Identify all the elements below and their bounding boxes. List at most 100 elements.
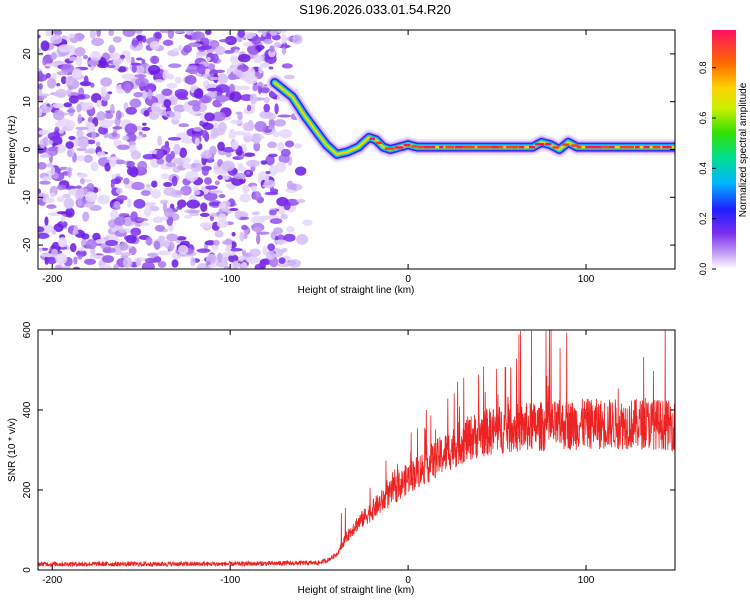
spectrogram-noise-blob xyxy=(96,30,102,37)
spectrogram-noise-blob xyxy=(99,119,113,129)
spectrogram-noise-blob xyxy=(267,141,278,149)
spectrogram-noise-blob xyxy=(89,30,97,39)
spectrogram-noise-blob xyxy=(197,45,212,50)
spectrogram-noise-blob xyxy=(277,141,285,152)
spectrogram-noise-blob xyxy=(122,135,129,141)
spectrogram-noise-blob xyxy=(135,258,142,267)
spectrogram-noise-blob xyxy=(183,214,193,219)
spectrogram-noise-blob xyxy=(235,111,243,115)
spectrogram-noise-blob xyxy=(162,39,174,46)
spectrogram-noise-blob xyxy=(83,75,89,87)
spectrogram-noise-blob xyxy=(171,175,178,187)
spectrogram-noise-blob xyxy=(263,103,271,113)
spectrogram-noise-blob xyxy=(157,135,163,147)
spectrogram-noise-blob xyxy=(275,161,287,173)
spectrogram-noise-blob xyxy=(273,119,287,127)
spectrogram-noise-blob xyxy=(241,224,248,231)
spectrogram-noise-blob xyxy=(156,158,165,165)
spectrogram-noise-blob xyxy=(265,154,275,166)
spectrogram-noise-blob xyxy=(149,40,160,50)
spectrogram-noise-blob xyxy=(252,227,263,233)
spectrogram-noise-blob xyxy=(38,88,43,98)
spectrogram-noise-blob xyxy=(302,219,313,226)
spectrogram-noise-blob xyxy=(122,30,136,38)
spectrogram-noise-blob xyxy=(96,99,102,108)
spectrogram-noise-blob xyxy=(115,110,122,120)
spectrogram-noise-blob xyxy=(77,196,82,207)
colorbar-tick-label: 0.2 xyxy=(698,212,708,225)
spectrogram-noise-blob xyxy=(131,181,145,191)
spectrogram-noise-blob xyxy=(253,141,261,152)
spectrogram-noise-blob xyxy=(143,109,150,117)
spectrogram-noise-blob xyxy=(91,131,97,139)
spectrogram-x-tick-label: -100 xyxy=(220,274,240,285)
spectrogram-noise-blob xyxy=(269,209,277,216)
spectrogram-noise-blob xyxy=(55,120,64,128)
spectrogram-noise-blob xyxy=(231,140,239,150)
spectrogram-noise-blob xyxy=(108,30,115,36)
spectrogram-noise-blob xyxy=(163,181,173,187)
spectrogram-noise-blob xyxy=(183,44,193,53)
spectrogram-noise-blob xyxy=(76,129,84,139)
spectrogram-noise-blob xyxy=(112,129,118,133)
spectrogram-noise-blob xyxy=(281,47,287,55)
spectrogram-noise-blob xyxy=(97,194,110,205)
spectrogram-noise-blob xyxy=(38,232,50,239)
spectrogram-noise-blob xyxy=(46,204,57,209)
snr-ylabel: SNR (10 * v/v) xyxy=(7,418,18,482)
spectrogram-noise-blob xyxy=(144,257,158,264)
spectrogram-noise-blob xyxy=(227,254,239,263)
spectrogram-noise-blob xyxy=(223,266,231,269)
spectrogram-track-peak xyxy=(619,145,630,149)
snr-x-tick-label: 100 xyxy=(578,575,595,586)
spectrogram-noise-blob xyxy=(72,229,79,235)
colorbar-label: Normalized spectral amplitude xyxy=(738,82,749,217)
spectrogram-noise-blob xyxy=(216,73,228,85)
spectrogram-noise-blob xyxy=(184,74,197,85)
spectrogram-noise-blob xyxy=(42,58,47,66)
spectrogram-noise-blob xyxy=(291,34,303,45)
spectrogram-noise-blob xyxy=(199,222,213,228)
spectrogram-noise-blob xyxy=(245,159,260,168)
spectrogram-noise-blob xyxy=(242,132,253,143)
spectrogram-track-peak xyxy=(431,145,436,149)
spectrogram-noise-blob xyxy=(167,137,182,141)
spectrogram-track-peak xyxy=(535,143,545,146)
spectrogram-noise-blob xyxy=(135,217,149,222)
spectrogram-noise-blob xyxy=(158,108,168,116)
spectrogram-noise-blob xyxy=(202,73,211,78)
spectrogram-noise-blob xyxy=(84,258,97,265)
colorbar-tick-label: 0.8 xyxy=(698,61,708,74)
spectrogram-noise-blob xyxy=(280,148,291,157)
spectrogram-noise-blob xyxy=(160,216,169,221)
spectrogram-noise-blob xyxy=(176,132,190,140)
spectrogram-noise-blob xyxy=(51,248,58,258)
spectrogram-noise-blob xyxy=(194,189,201,196)
spectrogram-noise-blob xyxy=(111,174,116,180)
spectrogram-track-peak xyxy=(609,145,615,149)
spectrogram-noise-blob xyxy=(218,121,227,133)
spectrogram-noise-blob xyxy=(230,55,240,65)
spectrogram-track-peak xyxy=(662,145,672,149)
spectrogram-track-peak xyxy=(497,145,504,149)
spectrogram-noise-blob xyxy=(76,103,82,113)
spectrogram-noise-blob xyxy=(239,231,245,242)
spectrogram-noise-blob xyxy=(116,144,131,150)
spectrogram-noise-blob xyxy=(216,219,229,228)
spectrogram-noise-blob xyxy=(225,151,232,158)
spectrogram-noise-blob xyxy=(91,37,104,47)
spectrogram-y-tick-label: 10 xyxy=(22,96,33,108)
spectrogram-noise-blob xyxy=(124,123,138,135)
spectrogram-noise-blob xyxy=(213,239,220,246)
spectrogram-noise-blob xyxy=(263,112,273,117)
spectrogram-noise-blob xyxy=(259,259,267,269)
spectrogram-noise-blob xyxy=(283,74,296,80)
colorbar-tick-label: 0.4 xyxy=(698,162,708,175)
spectrogram-noise-blob xyxy=(280,213,288,220)
spectrogram-noise-blob xyxy=(214,45,226,56)
spectrogram-noise-blob xyxy=(214,230,224,238)
spectrogram-noise-blob xyxy=(288,37,294,42)
spectrogram-noise-blob xyxy=(151,180,158,188)
